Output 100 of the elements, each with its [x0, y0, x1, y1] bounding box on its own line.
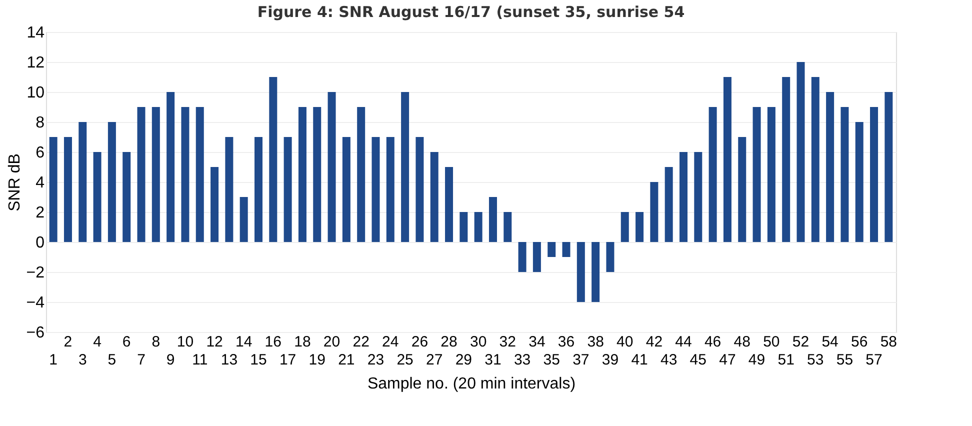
y-axis-title: SNR dB	[6, 154, 24, 212]
x-tick-label: 22	[352, 334, 370, 350]
x-axis-title: Sample no. (20 min intervals)	[367, 376, 576, 392]
bar	[240, 197, 248, 242]
y-tick-label: 8	[36, 114, 45, 132]
x-tick-label: 26	[411, 334, 428, 350]
x-tick-label: 11	[192, 352, 208, 368]
x-tick-label: 24	[382, 334, 399, 350]
y-tick-label: 4	[36, 174, 45, 192]
bar	[504, 212, 512, 242]
bar	[811, 77, 820, 242]
x-tick-label: 48	[734, 334, 750, 350]
x-tick-label: 45	[690, 352, 706, 368]
x-tick-label: 31	[484, 352, 502, 368]
bar	[826, 92, 834, 242]
bar	[78, 122, 87, 242]
bar	[723, 77, 732, 242]
y-tick-label: 10	[26, 84, 45, 102]
bar	[738, 137, 746, 242]
bar	[152, 107, 160, 242]
x-tick-label: 9	[166, 352, 175, 368]
x-tick-label: 40	[616, 334, 634, 350]
bar	[548, 242, 556, 257]
x-tick-label: 17	[279, 352, 296, 368]
bar	[752, 107, 761, 242]
bar	[386, 137, 394, 242]
bar	[620, 212, 629, 242]
bar	[430, 152, 438, 242]
bar	[767, 107, 776, 242]
x-tick-label: 58	[880, 334, 898, 350]
x-tick-label: 46	[704, 334, 722, 350]
bar	[782, 77, 790, 242]
bar	[592, 242, 600, 302]
bar	[93, 152, 102, 242]
bar	[636, 212, 644, 242]
x-tick-label: 54	[822, 334, 838, 350]
bar	[518, 242, 526, 272]
bar	[108, 122, 116, 242]
bar	[372, 137, 380, 242]
bar	[137, 107, 146, 242]
x-tick-label: 27	[426, 352, 443, 368]
x-tick-label: 35	[543, 352, 560, 368]
bar	[474, 212, 482, 242]
x-tick-label: 32	[499, 334, 516, 350]
bar	[694, 152, 702, 242]
y-tick-label: 14	[26, 24, 45, 42]
x-tick-label: 33	[514, 352, 531, 368]
bar	[840, 107, 849, 242]
x-tick-label: 41	[631, 352, 648, 368]
x-tick-label: 36	[558, 334, 575, 350]
bar	[664, 167, 673, 242]
bar	[562, 242, 570, 257]
x-tick-label: 19	[308, 352, 326, 368]
x-tick-label: 25	[396, 352, 414, 368]
bar	[855, 122, 864, 242]
bar	[64, 137, 72, 242]
x-tick-label: 49	[748, 352, 766, 368]
bar	[313, 107, 322, 242]
y-tick-label: 12	[26, 54, 45, 72]
x-tick-label: 29	[455, 352, 472, 368]
bar	[870, 107, 878, 242]
x-tick-label: 50	[763, 334, 780, 350]
x-tick-label: 14	[236, 334, 252, 350]
x-tick-label: 8	[152, 334, 160, 350]
bar	[122, 152, 131, 242]
bar	[884, 92, 893, 242]
y-tick-label: 0	[36, 234, 45, 252]
bar	[181, 107, 190, 242]
x-tick-label: 42	[646, 334, 663, 350]
x-tick-label: 16	[264, 334, 282, 350]
x-tick-label: 51	[778, 352, 794, 368]
x-tick-label: 52	[792, 334, 810, 350]
x-tick-label: 43	[660, 352, 678, 368]
bar	[401, 92, 410, 242]
x-tick-label: 55	[836, 352, 854, 368]
bar	[269, 77, 278, 242]
bar	[166, 92, 175, 242]
x-tick-label: 2	[64, 334, 72, 350]
y-tick-label: −6	[26, 324, 45, 342]
bar	[796, 62, 805, 242]
y-tick-label: −4	[26, 294, 45, 312]
x-tick-label: 23	[367, 352, 384, 368]
x-tick-label: 3	[78, 352, 87, 368]
bar	[254, 137, 262, 242]
x-tick-label: 37	[572, 352, 590, 368]
x-tick-label: 21	[338, 352, 355, 368]
x-tick-label: 1	[49, 352, 58, 368]
y-tick-label: 2	[36, 204, 45, 222]
bar	[196, 107, 204, 242]
bar	[606, 242, 614, 272]
bar	[708, 107, 717, 242]
x-tick-label: 6	[122, 334, 131, 350]
bar	[445, 167, 454, 242]
bar	[49, 137, 58, 242]
bar	[328, 92, 336, 242]
x-tick-label: 15	[250, 352, 267, 368]
x-tick-label: 28	[440, 334, 458, 350]
x-tick-label: 57	[866, 352, 882, 368]
x-tick-label: 38	[587, 334, 604, 350]
y-tick-label: −2	[26, 264, 45, 282]
